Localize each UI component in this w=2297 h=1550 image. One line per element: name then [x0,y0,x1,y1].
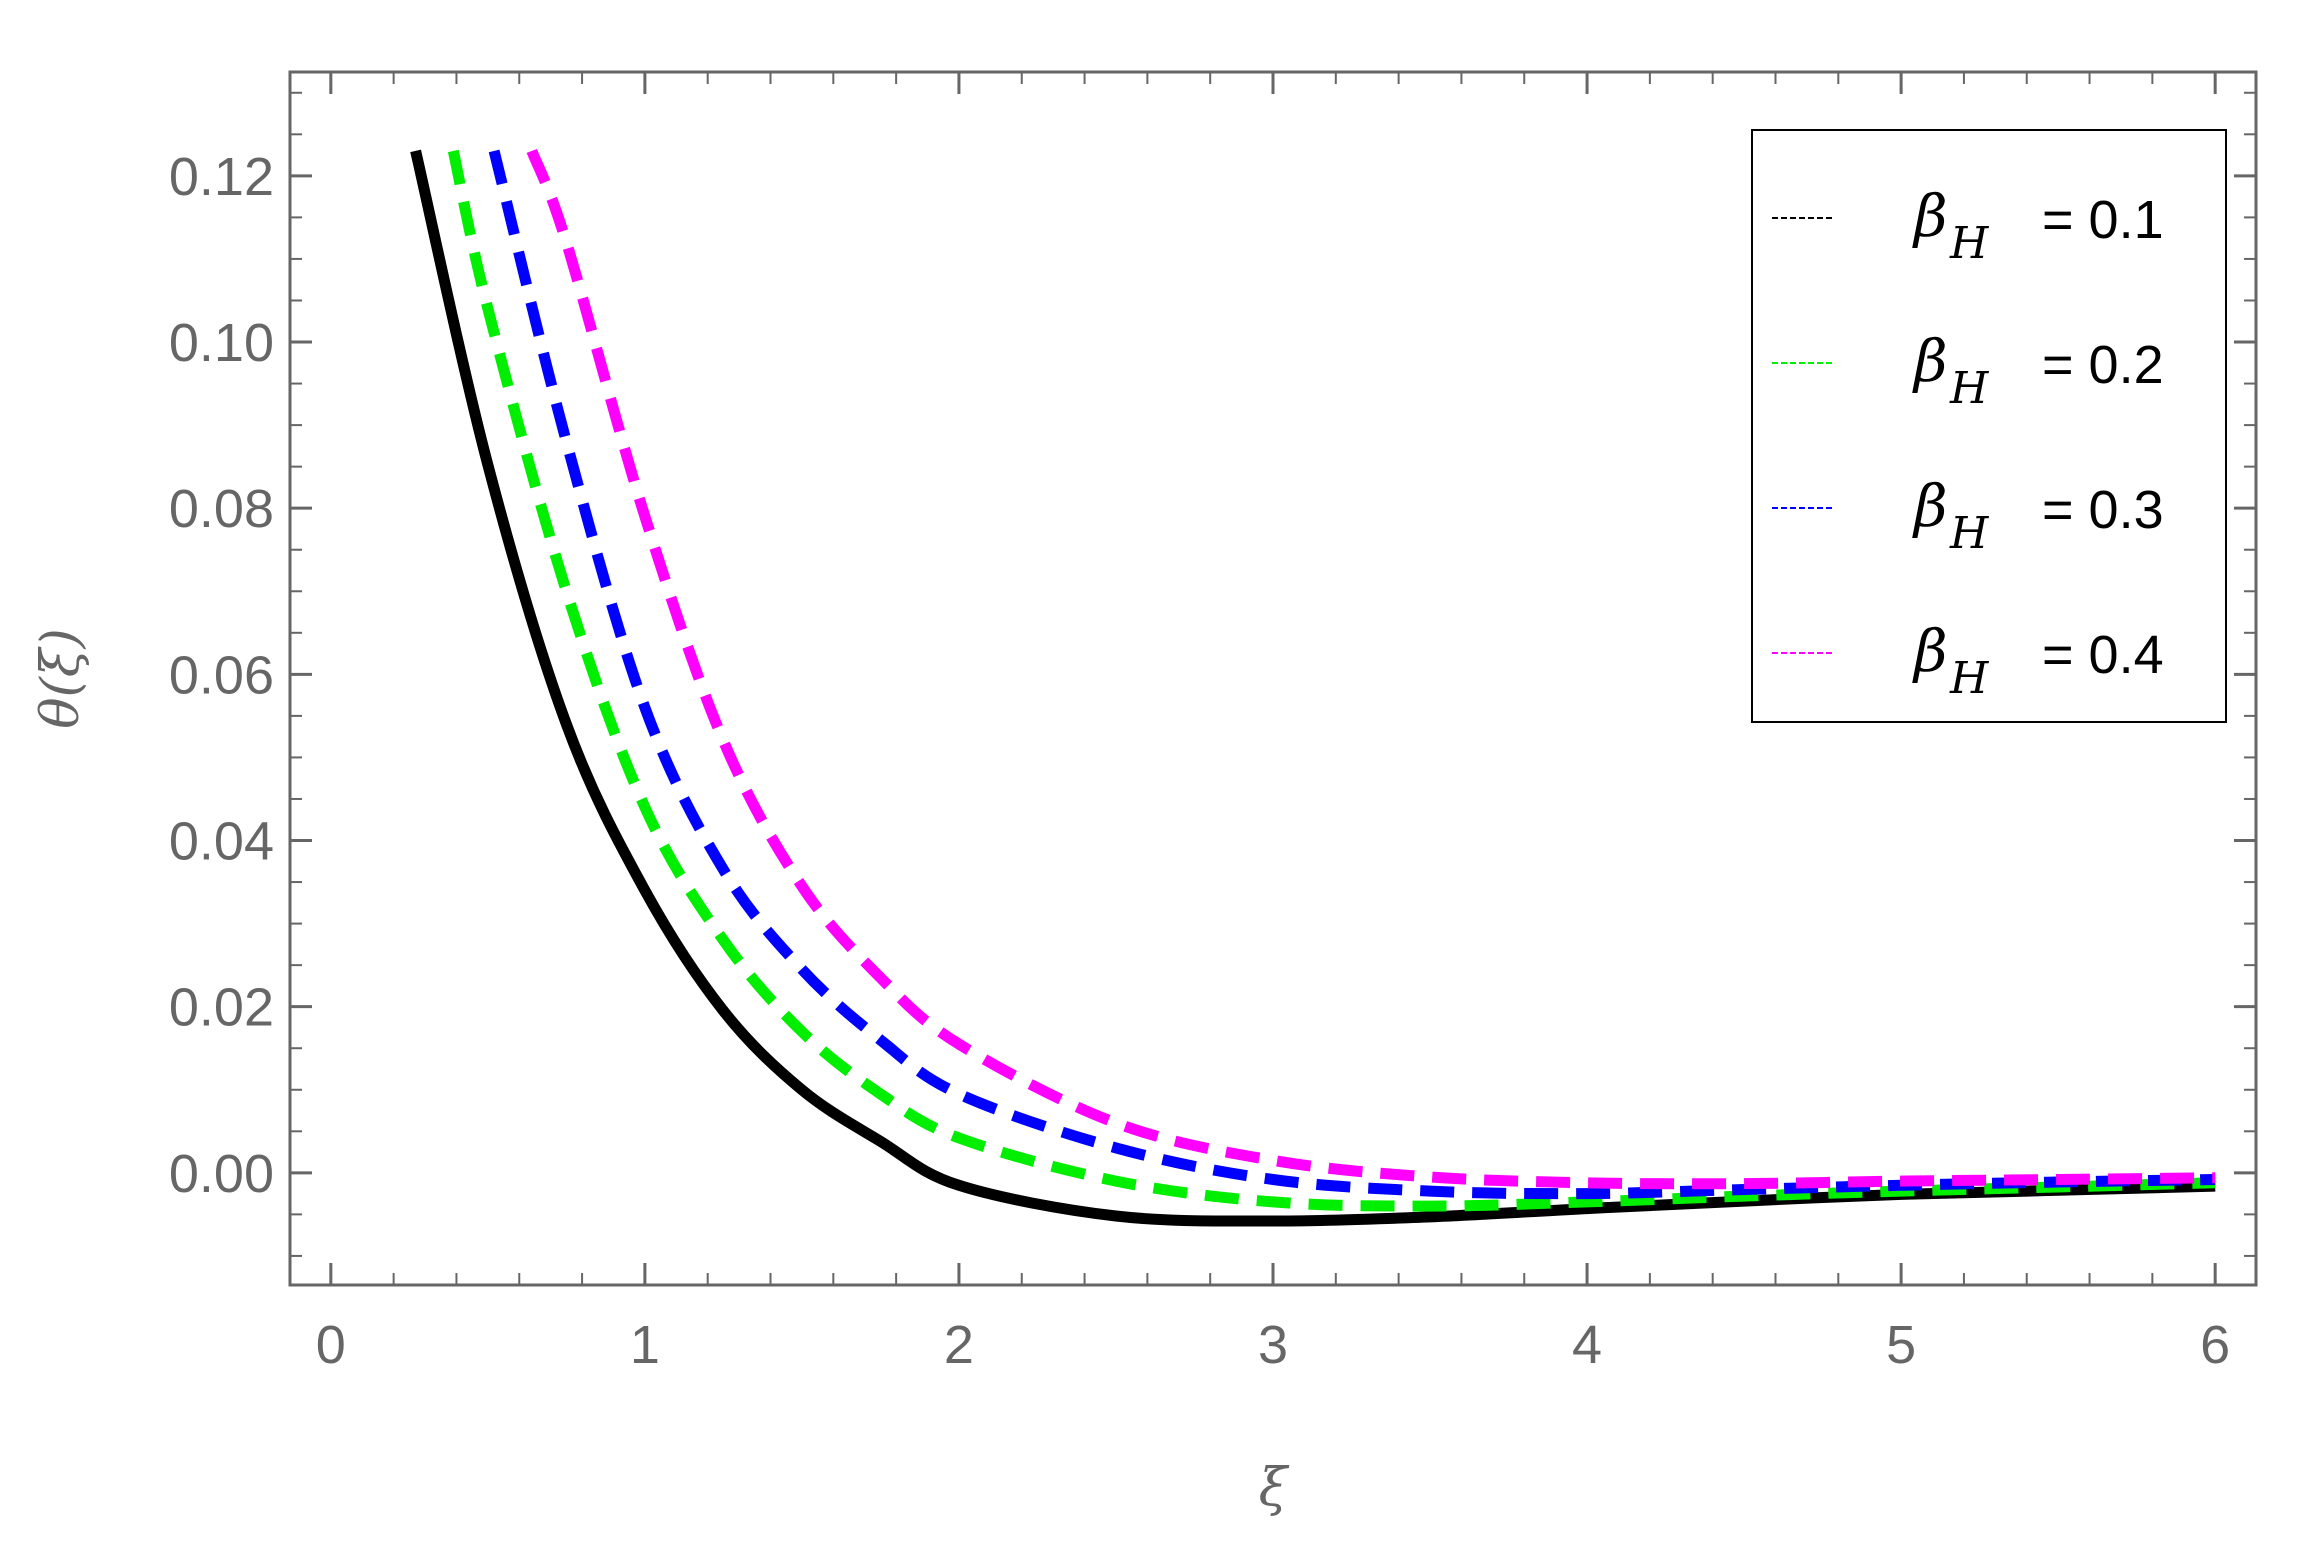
legend-subscript: H [1949,653,1990,704]
y-tick-label: 0.00 [169,1144,274,1204]
x-tick-label: 3 [1258,1315,1288,1375]
legend-subscript: H [1949,218,1990,269]
x-tick-label: 4 [1572,1315,1602,1375]
legend-subscript: H [1949,508,1990,559]
legend-subscript: H [1949,363,1990,414]
y-tick-label: 0.04 [169,812,274,872]
x-tick-label: 1 [630,1315,660,1375]
y-tick-label: 0.08 [169,479,274,539]
series-line-4 [526,148,2216,1190]
y-tick-label: 0.12 [169,147,274,207]
legend-symbol: β [1912,182,1948,250]
axes-layer: 0 1 2 3 4 5 6 0.00 0.02 0.04 0.06 0.08 0.10 0.12 [169,70,2258,1375]
legend-value: = 0.2 [2042,335,2164,395]
legend-symbol: β [1912,327,1948,395]
y-tick-label: 0.10 [169,313,274,373]
y-tick-label: 0.06 [169,645,274,705]
y-axis-label: θ(ξ) [31,628,91,729]
series-line-3 [488,149,2216,1200]
legend-symbol: β [1912,472,1948,540]
x-tick-label: 2 [944,1315,974,1375]
x-tick-label: 0 [316,1315,346,1375]
y-tick-label: 0.02 [169,978,274,1038]
series-layer [410,148,2216,1227]
legend-value: = 0.3 [2042,480,2164,540]
legend-symbol: β [1912,617,1948,685]
x-axis-label: ξ [1259,1458,1290,1518]
series-line-2 [447,149,2216,1212]
x-tick-label: 5 [1886,1315,1916,1375]
x-tick-label: 6 [2200,1315,2230,1375]
legend: β H = 0.1β H = 0.2β H = 0.3β H = 0.4 [1751,129,2227,723]
legend-value: = 0.1 [2042,190,2164,250]
legend-box [1751,129,2227,723]
legend-value: = 0.4 [2042,625,2164,685]
series-line-1 [410,149,2216,1227]
